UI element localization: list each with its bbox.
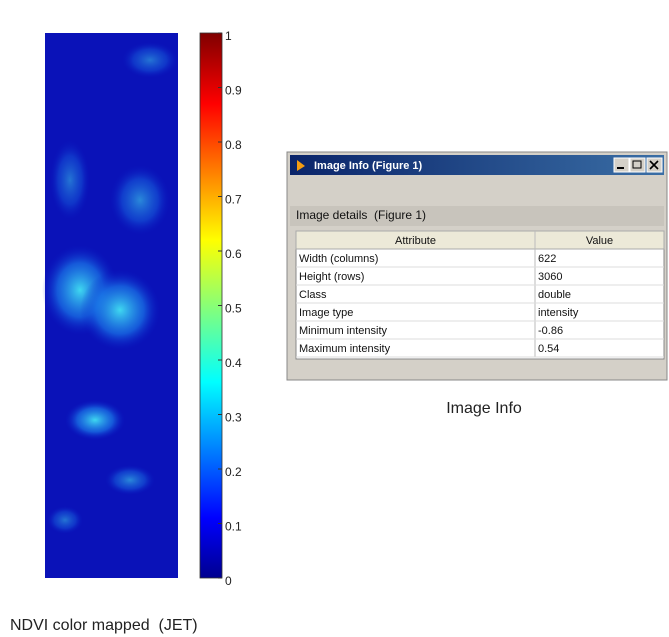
image-info-window: Image Info (Figure 1) Image details (Fig… <box>287 152 667 380</box>
ndvi-image <box>42 33 178 578</box>
table-cell: Width (columns) <box>299 253 378 265</box>
table-cell: 3060 <box>538 271 562 283</box>
colorbar-tick-label: 0.6 <box>225 247 242 261</box>
table-cell: 0.54 <box>538 343 559 355</box>
colorbar-tick-label: 0.3 <box>225 411 242 425</box>
table-cell: Maximum intensity <box>299 343 391 355</box>
window-caption: Image Info <box>446 400 522 417</box>
colorbar-tick-label: 0.8 <box>225 138 242 152</box>
colorbar-tick-label: 0.9 <box>225 84 242 98</box>
colorbar-tick-label: 0.1 <box>225 520 242 534</box>
table-cell: Image type <box>299 307 353 319</box>
colorbar-tick-label: 0.5 <box>225 302 242 316</box>
table-cell: -0.86 <box>538 325 563 337</box>
colorbar-tick-label: 0.7 <box>225 193 242 207</box>
window-title: Image Info (Figure 1) <box>314 160 423 172</box>
table-cell: intensity <box>538 307 579 319</box>
colorbar-tick-label: 1 <box>225 29 232 43</box>
table-cell: Height (rows) <box>299 271 364 283</box>
table-cell: Minimum intensity <box>299 325 388 337</box>
table-cell: Class <box>299 289 327 301</box>
table-cell: double <box>538 289 571 301</box>
colorbar-tick-label: 0.4 <box>225 356 242 370</box>
colorbar-tick-label: 0 <box>225 574 232 588</box>
table-header: Attribute <box>395 235 436 247</box>
screenshot: 0 0.1 0.2 0.3 0.4 0.5 0.6 0.7 0.8 0.9 1 NDVI color… <box>0 0 669 637</box>
table-header: Value <box>586 235 613 247</box>
colorbar-tick-label: 0.2 <box>225 465 242 479</box>
figure-caption: NDVI color mapped (JET) <box>10 617 198 634</box>
window-buttons[interactable] <box>614 158 662 172</box>
section-title: Image details (Figure 1) <box>296 208 426 222</box>
table-cell: 622 <box>538 253 556 265</box>
